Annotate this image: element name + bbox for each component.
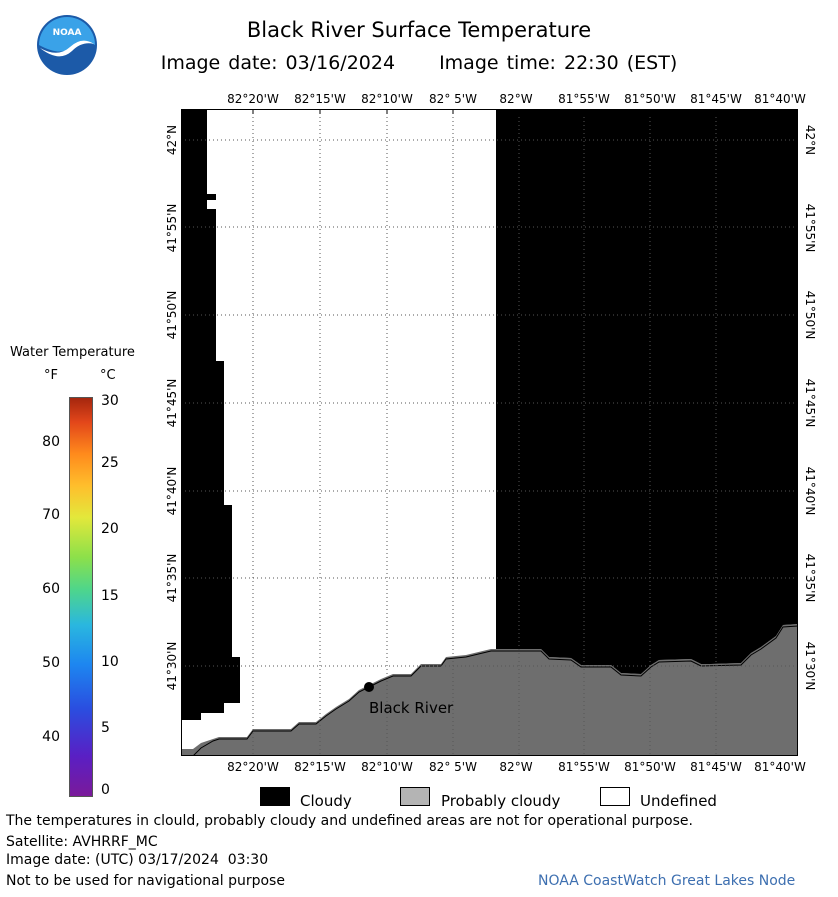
lon-label-bottom: 82°W [499,760,533,774]
graticule [181,109,798,756]
image-date: Image date: 03/16/2024 [160,52,396,74]
legend-probably-cloudy-swatch [400,787,430,806]
lon-label-top: 82° 5'W [429,92,477,106]
image-time: Image time: 22:30 (EST) [439,52,678,74]
lon-label-bottom: 81°45'W [690,760,742,774]
lon-label-top: 81°55'W [558,92,610,106]
temperature-map: Black River [181,109,798,756]
lat-label-right: 41°40'N [803,466,817,516]
lat-label-left: 41°55'N [165,203,179,253]
land-area [181,624,798,756]
colorbar-f-tick: 40 [42,729,60,745]
lon-label-top: 82°20'W [227,92,279,106]
lon-label-top: 82°W [499,92,533,106]
colorbar-c-tick: 20 [101,521,119,537]
lon-label-bottom: 81°40'W [754,760,806,774]
lon-label-top: 82°15'W [294,92,346,106]
lon-label-top: 81°45'W [690,92,742,106]
colorbar-c-tick: 25 [101,455,119,471]
colorbar-f-tick: 70 [42,507,60,523]
lat-label-right: 41°30'N [803,641,817,691]
lon-label-top: 82°10'W [361,92,413,106]
lon-label-top: 81°40'W [754,92,806,106]
temperature-colorbar [69,397,93,797]
disclaimer-text: The temperatures in clould, probably clo… [6,813,693,829]
lon-label-bottom: 82°10'W [361,760,413,774]
legend-cloudy-label: Cloudy [300,792,352,810]
legend-cloudy-swatch [260,787,290,806]
colorbar-c-tick: 0 [101,782,110,798]
station-label: Black River [369,699,454,717]
lat-label-right: 41°45'N [803,378,817,428]
lon-label-bottom: 82° 5'W [429,760,477,774]
lat-label-right: 41°50'N [803,290,817,340]
lat-label-left: 41°50'N [165,290,179,340]
lon-label-bottom: 81°55'W [558,760,610,774]
logo-text: NOAA [53,28,82,38]
colorbar-c-tick: 5 [101,720,110,736]
lon-label-bottom: 82°15'W [294,760,346,774]
colorbar-title: Water Temperature [10,345,135,360]
legend-undefined-swatch [600,787,630,806]
colorbar-c-tick: 10 [101,654,119,670]
lat-label-left: 41°35'N [165,553,179,603]
utc-image-date: Image date: (UTC) 03/17/2024 03:30 [6,852,269,868]
lat-label-left: 41°45'N [165,378,179,428]
cloud-mask-east [496,109,798,674]
noaa-logo-icon: NOAA [37,15,97,75]
page-title: Black River Surface Temperature [246,18,592,42]
colorbar-f-tick: 80 [42,434,60,450]
cloud-mask-west [181,109,240,720]
colorbar-c-tick: 30 [101,393,119,409]
lon-label-top: 81°50'W [624,92,676,106]
navigation-warning: Not to be used for navigational purpose [6,873,285,889]
lat-label-right: 41°35'N [803,553,817,603]
lat-label-right: 41°55'N [803,203,817,253]
colorbar-f-tick: 60 [42,581,60,597]
satellite-info: Satellite: AVHRRF_MC [6,834,158,850]
coastwatch-node-link[interactable]: NOAA CoastWatch Great Lakes Node [538,873,796,889]
lon-label-bottom: 82°20'W [227,760,279,774]
colorbar-c-tick: 15 [101,588,119,604]
colorbar-f-tick: 50 [42,655,60,671]
lat-label-left: 42°N [165,124,179,156]
colorbar-unit-c: °C [100,368,116,383]
station-dot-icon [364,682,374,692]
image-datetime: Image date: 03/16/2024 Image time: 22:30 … [0,52,838,74]
legend-undefined-label: Undefined [640,792,717,810]
lat-label-left: 41°30'N [165,641,179,691]
lat-label-right: 42°N [803,124,817,156]
coastline [192,625,798,756]
legend-probably-cloudy-label: Probably cloudy [441,792,561,810]
colorbar-unit-f: °F [44,368,58,383]
map-frame [181,109,798,756]
lat-label-left: 41°40'N [165,466,179,516]
lon-label-bottom: 81°50'W [624,760,676,774]
